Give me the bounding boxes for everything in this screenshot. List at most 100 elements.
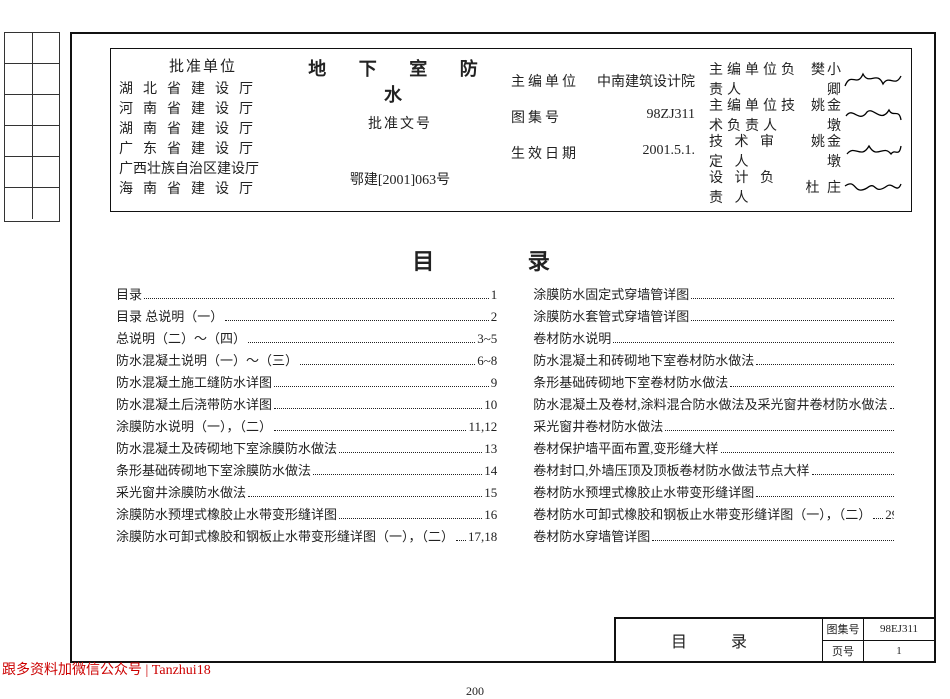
toc-entry: 采光窗井涂膜防水做法15 <box>116 482 497 504</box>
title-cell: 地 下 室 防 水 批准文号 鄂建[2001]063号 <box>295 49 505 211</box>
toc-entry-title: 卷材防水说明 <box>533 328 611 350</box>
toc-entry-page: 29,30 <box>885 504 894 526</box>
toc-leader-dots <box>730 386 894 387</box>
toc-leader-dots <box>339 452 482 453</box>
editor-unit-label: 主编单位 <box>511 71 579 91</box>
footer-table: 图集号98EJ311 页号1 <box>822 619 934 661</box>
toc-leader-dots <box>274 430 466 431</box>
toc-entry-title: 卷材防水预埋式橡胶止水带变形缝详图 <box>533 482 754 504</box>
toc-entry-page: 16 <box>484 504 497 526</box>
toc-leader-dots <box>313 474 482 475</box>
approval-unit: 湖南省建设厅 <box>119 120 287 140</box>
role-label: 设 计 负 责 人 <box>709 167 798 207</box>
toc-entry-title: 涂膜防水可卸式橡胶和钢板止水带变形缝详图（一），（二） <box>116 526 454 548</box>
approval-unit: 广东省建设厅 <box>119 140 287 160</box>
approval-unit: 湖北省建设厅 <box>119 80 287 100</box>
toc-entry: 条形基础砖砌地下室卷材防水做法23 <box>533 372 894 394</box>
person-name: 樊小卿 <box>800 59 843 99</box>
watermark-text: 跟多资料加微信公众号 | Tanzhui18 <box>2 659 211 679</box>
toc-leader-dots <box>756 496 894 497</box>
toc-entry-title: 防水混凝土和砖砌地下室卷材防水做法 <box>533 350 754 372</box>
approval-unit: 河南省建设厅 <box>119 100 287 120</box>
toc-entry-title: 目录 总说明（一） <box>116 306 223 328</box>
signature-icon <box>843 176 903 198</box>
effective-date: 2001.5.1. <box>643 143 696 163</box>
sheet-frame: 批准单位 湖北省建设厅 河南省建设厅 湖南省建设厅 广东省建设厅 广西壮族自治区… <box>70 32 936 663</box>
toc-entry: 条形基础砖砌地下室涂膜防水做法 14 <box>116 460 497 482</box>
approval-units-label: 批准单位 <box>119 55 287 76</box>
toc-leader-dots <box>248 496 482 497</box>
toc-entry: 防水混凝土后浇带防水详图10 <box>116 394 497 416</box>
page: 批准单位 湖北省建设厅 河南省建设厅 湖南省建设厅 广东省建设厅 广西壮族自治区… <box>0 0 950 681</box>
footer-title: 目 录 <box>616 619 822 661</box>
print-page-number: 200 <box>0 684 950 699</box>
toc-entry-page: 9 <box>491 372 498 394</box>
toc-entry: 防水混凝土和砖砌地下室卷材防水做法22 <box>533 350 894 372</box>
toc-leader-dots <box>144 298 489 299</box>
signature-icon <box>843 68 903 90</box>
toc-leader-dots <box>691 320 894 321</box>
toc: 目录1目录 总说明（一）2总说明（二）～（四）3~5防水混凝土说明（一）～（三）… <box>116 284 894 587</box>
toc-entry: 涂膜防水可卸式橡胶和钢板止水带变形缝详图（一），（二）17,18 <box>116 526 497 548</box>
toc-entry: 卷材防水预埋式橡胶止水带变形缝详图28 <box>533 482 894 504</box>
toc-entry-title: 条形基础砖砌地下室涂膜防水做法 <box>116 460 311 482</box>
toc-column-left: 目录1目录 总说明（一）2总说明（二）～（四）3~5防水混凝土说明（一）～（三）… <box>116 284 497 587</box>
footer-set-no: 98EJ311 <box>864 619 934 640</box>
toc-entry: 涂膜防水说明（一），（二） 11,12 <box>116 416 497 438</box>
toc-leader-dots <box>339 518 482 519</box>
toc-heading: 目 录 <box>72 244 934 276</box>
toc-entry-title: 卷材防水穿墙管详图 <box>533 526 650 548</box>
footer-page-label: 页号 <box>822 641 864 662</box>
toc-entry-title: 涂膜防水说明（一），（二） <box>116 416 272 438</box>
editor-unit: 中南建筑设计院 <box>597 71 695 91</box>
set-no-label: 图集号 <box>511 107 562 127</box>
toc-entry: 涂膜防水预埋式橡胶止水带变形缝详图 16 <box>116 504 497 526</box>
signatures-cell: 主编单位负责人樊小卿 主编单位技术负责人姚金墩 技 术 审 定 人姚金墩 设 计… <box>701 49 911 211</box>
toc-leader-dots <box>890 408 894 409</box>
person-name: 杜 庄 <box>798 177 843 197</box>
toc-entry-title: 采光窗井涂膜防水做法 <box>116 482 246 504</box>
toc-entry-title: 涂膜防水套管式穿墙管详图 <box>533 306 689 328</box>
toc-entry: 防水混凝土说明（一）～（三）6~8 <box>116 350 497 372</box>
toc-entry: 涂膜防水套管式穿墙管详图20 <box>533 306 894 328</box>
title-block: 批准单位 湖北省建设厅 河南省建设厅 湖南省建设厅 广东省建设厅 广西壮族自治区… <box>110 48 912 212</box>
set-no: 98ZJ311 <box>647 107 695 127</box>
toc-entry: 涂膜防水固定式穿墙管详图19 <box>533 284 894 306</box>
effective-label: 生效日期 <box>511 143 579 163</box>
role-label: 主编单位负责人 <box>709 59 800 99</box>
toc-entry-title: 卷材封口,外墙压顶及顶板卷材防水做法节点大样 <box>533 460 809 482</box>
toc-entry-title: 卷材保护墙平面布置,变形缝大样 <box>533 438 718 460</box>
toc-entry-title: 条形基础砖砌地下室卷材防水做法 <box>533 372 728 394</box>
toc-entry-title: 涂膜防水预埋式橡胶止水带变形缝详图 <box>116 504 337 526</box>
toc-entry: 卷材防水说明21 <box>533 328 894 350</box>
toc-leader-dots <box>756 364 894 365</box>
binding-stub <box>4 32 60 222</box>
footer-title-block: 目 录 图集号98EJ311 页号1 <box>614 617 934 661</box>
toc-leader-dots <box>225 320 489 321</box>
signature-icon <box>843 140 903 162</box>
toc-entry: 防水混凝土施工缝防水详图9 <box>116 372 497 394</box>
toc-entry: 卷材保护墙平面布置,变形缝大样26 <box>533 438 894 460</box>
toc-entry-title: 防水混凝土及砖砌地下室涂膜防水做法 <box>116 438 337 460</box>
toc-entry-title: 防水混凝土说明（一）～（三） <box>116 350 298 372</box>
toc-entry: 总说明（二）～（四）3~5 <box>116 328 497 350</box>
toc-leader-dots <box>613 342 894 343</box>
toc-leader-dots <box>665 430 894 431</box>
toc-entry-title: 涂膜防水固定式穿墙管详图 <box>533 284 689 306</box>
toc-entry-page: 11,12 <box>468 416 497 438</box>
toc-leader-dots <box>248 342 475 343</box>
toc-entry-page: 3~5 <box>477 328 497 350</box>
toc-entry: 防水混凝土及卷材,涂料混合防水做法及采光窗井卷材防水做法24 <box>533 394 894 416</box>
toc-leader-dots <box>652 540 894 541</box>
info-cell: 主编单位中南建筑设计院 图集号 98ZJ311 生效日期 2001.5.1. <box>505 49 701 211</box>
toc-leader-dots <box>300 364 475 365</box>
document-title: 地 下 室 防 水 <box>301 55 499 107</box>
toc-entry: 防水混凝土及砖砌地下室涂膜防水做法13 <box>116 438 497 460</box>
person-name: 姚金墩 <box>807 95 843 135</box>
signature-icon <box>843 104 903 126</box>
approval-unit: 海南省建设厅 <box>119 180 287 200</box>
toc-entry-page: 14 <box>484 460 497 482</box>
toc-entry-title: 采光窗井卷材防水做法 <box>533 416 663 438</box>
approval-doc-number: 鄂建[2001]063号 <box>301 169 499 189</box>
approval-doc-label: 批准文号 <box>301 113 499 133</box>
